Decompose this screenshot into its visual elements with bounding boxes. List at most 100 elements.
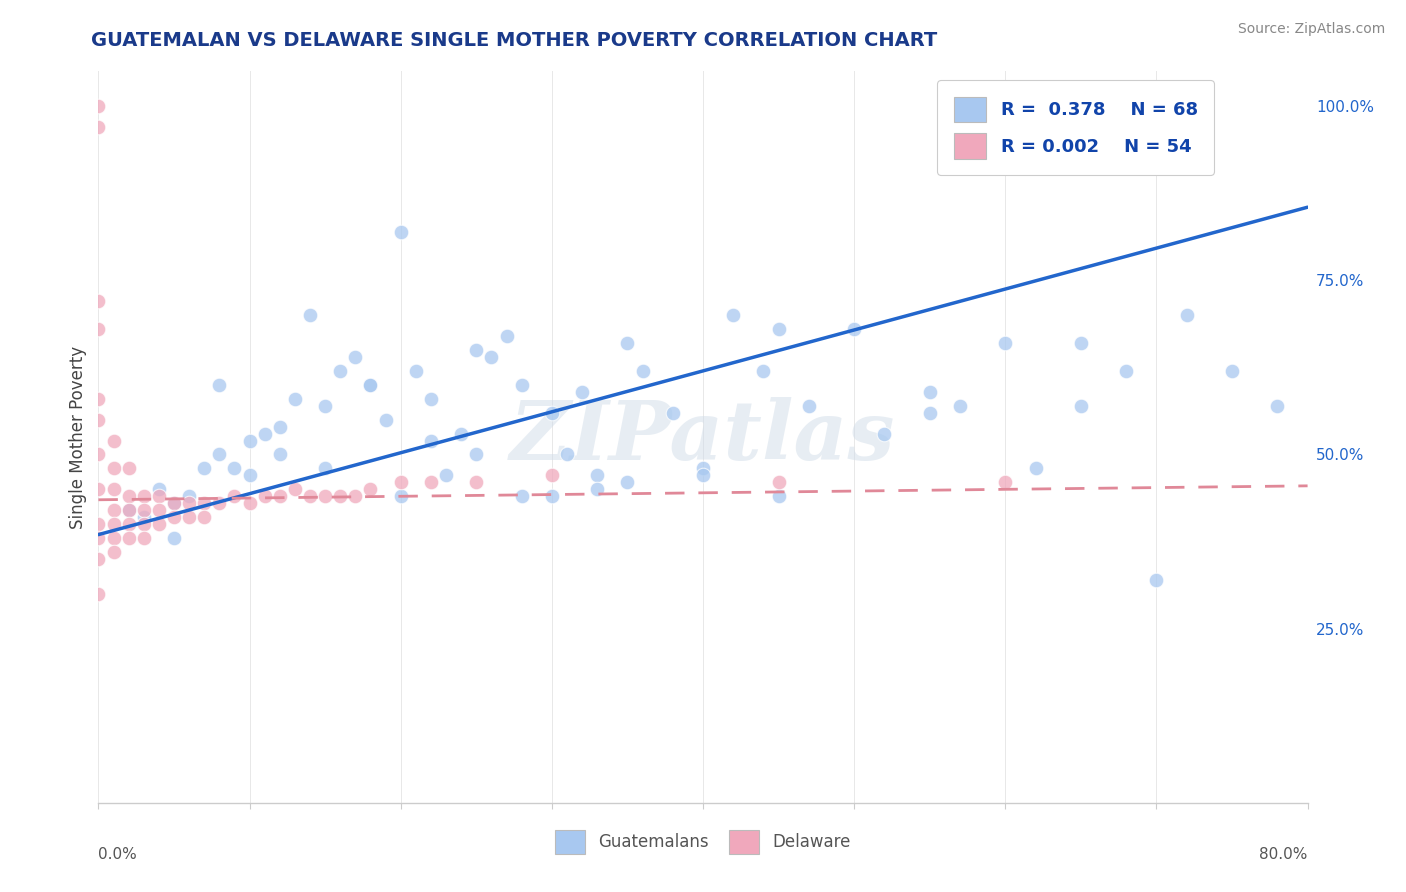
Point (723, 308, 745, 322)
Point (994, 336, 1017, 351)
Point (299, 489, 322, 503)
Point (481, 350, 503, 364)
Point (284, 483, 307, 497)
Text: GUATEMALAN VS DELAWARE SINGLE MOTHER POVERTY CORRELATION CHART: GUATEMALAN VS DELAWARE SINGLE MOTHER POV… (91, 31, 938, 50)
Point (555, 448, 578, 462)
Point (465, 343, 488, 357)
Point (540, 468, 562, 483)
Point (631, 364, 654, 378)
Point (389, 489, 412, 503)
Point (132, 531, 155, 545)
Point (918, 406, 941, 420)
Point (103, 531, 125, 545)
Point (132, 489, 155, 503)
Point (616, 336, 638, 351)
Point (87, 552, 110, 566)
Point (163, 510, 186, 524)
Point (87, 322, 110, 336)
Point (103, 483, 125, 497)
Point (87, 587, 110, 601)
Point (239, 468, 262, 483)
Point (994, 475, 1017, 490)
Point (344, 489, 367, 503)
Point (284, 392, 307, 406)
Point (193, 510, 215, 524)
Point (103, 503, 125, 517)
Point (768, 322, 790, 336)
Point (224, 489, 246, 503)
Point (148, 517, 170, 532)
Point (661, 406, 683, 420)
Point (87, 120, 110, 134)
Point (586, 468, 609, 483)
Point (118, 531, 141, 545)
Point (1070, 336, 1092, 351)
Point (118, 503, 141, 517)
Point (103, 461, 125, 475)
Point (179, 510, 201, 524)
Point (314, 399, 336, 413)
Point (118, 517, 141, 532)
Point (360, 483, 382, 497)
Point (269, 448, 291, 462)
Point (540, 406, 562, 420)
Point (495, 329, 517, 343)
Point (844, 322, 866, 336)
Point (360, 377, 382, 392)
Point (420, 392, 443, 406)
Point (148, 489, 170, 503)
Point (132, 510, 155, 524)
Point (87, 531, 110, 545)
Point (1267, 399, 1289, 413)
Point (208, 496, 231, 510)
Point (87, 392, 110, 406)
Point (208, 448, 231, 462)
Point (269, 489, 291, 503)
Point (692, 468, 714, 483)
Point (132, 503, 155, 517)
Point (540, 489, 562, 503)
Y-axis label: Single Mother Poverty: Single Mother Poverty (69, 345, 87, 529)
Point (118, 461, 141, 475)
Point (768, 489, 790, 503)
Point (389, 475, 412, 490)
Point (87, 294, 110, 309)
Point (405, 364, 427, 378)
Point (193, 496, 215, 510)
Point (1024, 461, 1046, 475)
Text: Source: ZipAtlas.com: Source: ZipAtlas.com (1237, 22, 1385, 37)
Point (253, 426, 276, 441)
Point (239, 434, 262, 448)
Point (253, 489, 276, 503)
Point (1144, 573, 1167, 587)
Point (329, 489, 352, 503)
Point (374, 412, 396, 426)
Point (87, 412, 110, 426)
Point (1175, 308, 1198, 322)
Point (344, 350, 367, 364)
Point (586, 483, 609, 497)
Point (1220, 364, 1243, 378)
Point (450, 426, 472, 441)
Point (87, 448, 110, 462)
Text: 80.0%: 80.0% (1260, 847, 1308, 862)
Point (193, 461, 215, 475)
Point (103, 517, 125, 532)
Point (360, 377, 382, 392)
Point (299, 308, 322, 322)
Point (87, 483, 110, 497)
Point (465, 475, 488, 490)
Point (103, 434, 125, 448)
Point (329, 364, 352, 378)
Point (616, 475, 638, 490)
Point (148, 503, 170, 517)
Point (510, 377, 533, 392)
Point (420, 475, 443, 490)
Point (692, 461, 714, 475)
Point (389, 225, 412, 239)
Point (103, 545, 125, 559)
Point (163, 531, 186, 545)
Point (873, 426, 896, 441)
Point (434, 468, 457, 483)
Point (314, 461, 336, 475)
